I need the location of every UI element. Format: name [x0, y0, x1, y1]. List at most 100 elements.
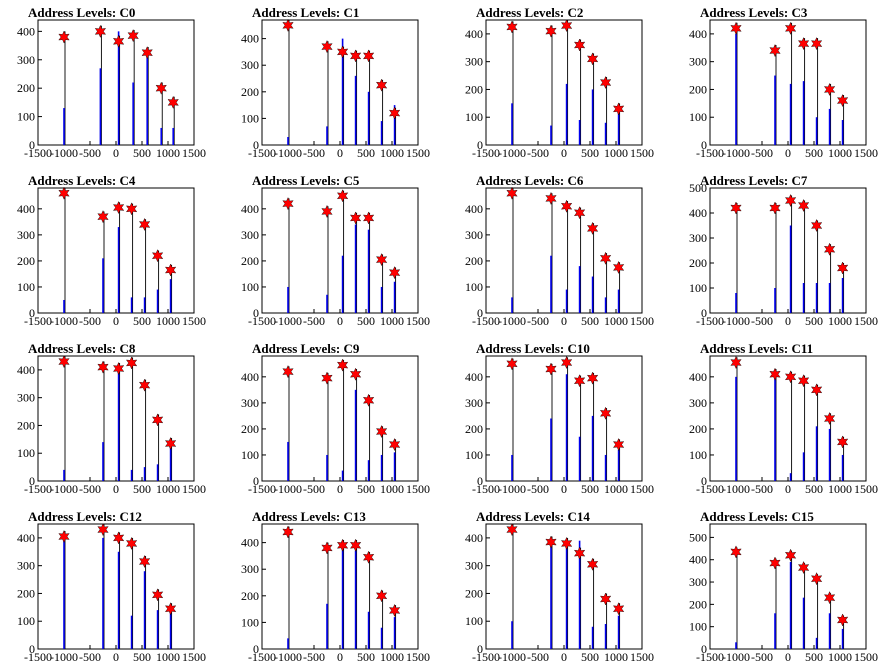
- x-tick-label: 0: [113, 650, 119, 664]
- x-tick-label: 1500: [182, 482, 206, 496]
- peak-marker: [164, 263, 177, 277]
- x-tick-label: 1000: [828, 650, 852, 664]
- peak-marker: [784, 548, 797, 562]
- x-tick-label: -1500: [472, 146, 500, 160]
- x-tick-label: -500: [751, 650, 773, 664]
- peak-marker: [141, 46, 153, 60]
- y-tick-label: 400: [17, 363, 35, 377]
- peak-marker: [112, 531, 125, 545]
- y-tick-label: 0: [253, 306, 259, 320]
- y-tick-label: 200: [17, 586, 35, 600]
- peak-marker: [321, 371, 333, 385]
- x-tick-label: 1000: [828, 482, 852, 496]
- peak-marker: [769, 44, 781, 58]
- chart-panel: 0 100 200 300 400 -1500 -1000 -500 0 500 1000 1500 A…: [448, 168, 672, 336]
- peak-marker: [388, 603, 401, 617]
- x-tick-label: 1500: [854, 482, 878, 496]
- panel-title: Address Levels: C3: [700, 5, 808, 20]
- peak-marker: [58, 186, 70, 200]
- x-tick-label: -500: [79, 314, 101, 328]
- peak-marker: [138, 555, 151, 568]
- y-tick-label: 0: [29, 474, 35, 488]
- y-tick-label: 100: [17, 110, 35, 124]
- chart-panel: 0 100 200 300 400 -1500 -1000 -500 0 500 1000 1500 A…: [0, 504, 224, 672]
- panel-title: Address Levels: C15: [700, 509, 814, 524]
- x-tick-label: -500: [751, 482, 773, 496]
- x-tick-label: -500: [79, 146, 101, 160]
- peak-marker: [362, 49, 375, 63]
- panel-title: Address Levels: C6: [476, 173, 584, 188]
- chart-plot: 0 100 200 300 400 -1500-1000 -500 0 500 1000 1500: [465, 186, 654, 328]
- y-tick-label: 100: [17, 280, 35, 294]
- x-tick-label: -500: [79, 650, 101, 664]
- x-tick-label: -1000: [722, 146, 750, 160]
- x-tick-label: 1500: [854, 146, 878, 160]
- y-tick-label: 400: [689, 206, 707, 220]
- panel-title: Address Levels: C4: [28, 173, 136, 188]
- x-tick-label: -500: [527, 146, 549, 160]
- y-tick-label: 200: [465, 422, 483, 436]
- peak-marker: [784, 21, 797, 35]
- x-tick-label: 0: [561, 146, 567, 160]
- peak-marker: [375, 253, 388, 267]
- chart-plot: 0 100 200 300 400 -1500-1000 -500 0 500 1000 1500: [241, 187, 430, 328]
- x-tick-label: 1000: [828, 314, 852, 328]
- x-tick-label: 0: [337, 482, 343, 496]
- x-tick-label: 1500: [630, 650, 654, 664]
- chart-plot: 0 100 200 300 400 -1500-1000 -500 0 500 1000 1500: [465, 19, 654, 160]
- y-tick-label: 500: [689, 530, 707, 544]
- y-tick-label: 200: [17, 254, 35, 268]
- y-tick-label: 300: [465, 55, 483, 69]
- x-tick-label: 0: [561, 482, 567, 496]
- peak-marker: [336, 358, 349, 372]
- peak-marker: [730, 21, 742, 35]
- x-tick-label: 500: [581, 314, 599, 328]
- x-tick-label: 1500: [854, 314, 878, 328]
- y-tick-label: 200: [241, 85, 259, 99]
- peak-marker: [560, 356, 573, 370]
- chart-plot: 0 100 200 300 400 -1500-1000 -500 0 500 1000 1500: [17, 355, 206, 496]
- x-tick-label: -1000: [274, 314, 302, 328]
- peak-marker: [375, 589, 388, 603]
- chart-panel: 0 100 200 300 400 -1500 -1000 -500 0 500 1000 1500 A…: [672, 0, 896, 168]
- x-tick-label: 1000: [156, 650, 180, 664]
- y-tick-label: 300: [689, 55, 707, 69]
- y-tick-label: 300: [17, 391, 35, 405]
- y-tick-label: 100: [241, 615, 259, 629]
- x-tick-label: 500: [357, 146, 375, 160]
- y-tick-label: 100: [17, 446, 35, 460]
- panel-title: Address Levels: C14: [476, 509, 590, 524]
- y-tick-label: 300: [241, 228, 259, 242]
- y-tick-label: 200: [241, 422, 259, 436]
- x-tick-label: 500: [357, 314, 375, 328]
- peak-marker: [599, 251, 612, 265]
- peak-marker: [573, 38, 586, 52]
- peak-marker: [836, 435, 849, 449]
- y-tick-label: 100: [241, 111, 259, 125]
- y-tick-label: 0: [701, 642, 707, 656]
- peak-marker: [586, 371, 599, 385]
- peak-marker: [97, 523, 109, 537]
- x-tick-label: 0: [785, 650, 791, 664]
- peak-marker: [58, 530, 70, 543]
- x-tick-label: 500: [805, 650, 823, 664]
- peak-marker: [599, 76, 612, 89]
- x-tick-label: 0: [561, 314, 567, 328]
- peak-marker: [612, 602, 625, 616]
- peak-marker: [336, 189, 349, 203]
- x-tick-label: 500: [133, 146, 151, 160]
- y-tick-label: 100: [241, 280, 259, 294]
- peak-marker: [125, 202, 138, 216]
- y-tick-label: 300: [465, 396, 483, 410]
- y-tick-label: 400: [241, 32, 259, 46]
- panel-title: Address Levels: C11: [700, 341, 814, 356]
- x-tick-label: -1000: [722, 482, 750, 496]
- x-tick-label: 500: [357, 482, 375, 496]
- chart-plot: 0 100 200 300 400 -1500-1000 -500 0 500 1000 1500: [241, 355, 430, 496]
- x-tick-label: -500: [751, 146, 773, 160]
- x-tick-label: 500: [805, 314, 823, 328]
- x-tick-label: 0: [337, 314, 343, 328]
- chart-panel: 0 100 200 300 400 -1500 -1000 -500 0 500 1000 1500 A…: [0, 168, 224, 336]
- peak-marker: [58, 355, 70, 369]
